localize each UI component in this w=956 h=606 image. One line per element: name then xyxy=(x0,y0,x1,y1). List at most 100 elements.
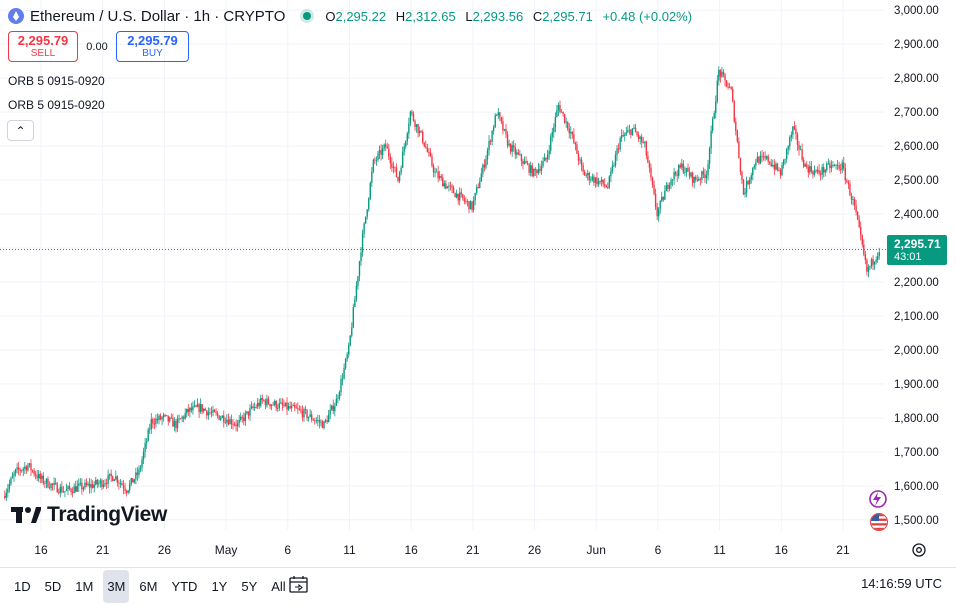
candle-body xyxy=(759,155,762,164)
range-button-5y[interactable]: 5Y xyxy=(241,578,258,594)
market-status-dot[interactable] xyxy=(303,12,312,20)
candle-body xyxy=(594,177,597,183)
candle-body xyxy=(847,182,850,184)
us-flag-icon[interactable] xyxy=(870,513,888,531)
candle-body xyxy=(332,405,334,412)
candle-body xyxy=(42,475,45,484)
range-button-1d[interactable]: 1D xyxy=(14,578,31,594)
candle-body xyxy=(448,185,450,187)
candle-body xyxy=(182,416,185,419)
candle-body xyxy=(102,484,105,487)
candle-body xyxy=(54,482,57,484)
candle-body xyxy=(671,179,674,181)
candle-body xyxy=(263,399,265,401)
candle-body xyxy=(289,405,291,409)
candle-body xyxy=(545,157,547,160)
indicator-legend-1[interactable]: ORB 5 0915-0920 xyxy=(8,74,105,88)
indicator-legend-2[interactable]: ORB 5 0915-0920 xyxy=(8,98,105,112)
candle-body xyxy=(150,419,152,430)
candle-body xyxy=(602,179,604,185)
candle-body xyxy=(33,470,35,475)
candle-body xyxy=(128,483,131,491)
candle-body xyxy=(727,86,729,88)
candle-body xyxy=(455,193,458,198)
candle-body xyxy=(728,87,731,89)
candle-body xyxy=(514,147,516,155)
candle-body xyxy=(662,196,665,200)
lightning-icon[interactable] xyxy=(866,489,888,509)
candle-body xyxy=(437,171,439,179)
range-button-6m[interactable]: 6M xyxy=(139,578,158,594)
range-button-1y[interactable]: 1Y xyxy=(211,578,228,594)
candle-body xyxy=(34,474,37,476)
buy-button[interactable]: 2,295.79 BUY xyxy=(116,31,189,62)
date-range-icon[interactable] xyxy=(289,575,309,593)
candle-body xyxy=(869,266,871,268)
candle-body xyxy=(372,159,375,172)
sell-button[interactable]: 2,295.79 SELL xyxy=(8,31,78,62)
candle-body xyxy=(88,483,91,488)
candle-body xyxy=(440,176,442,178)
candle-body xyxy=(266,398,268,406)
candle-body xyxy=(76,485,78,492)
candle-body xyxy=(580,159,583,166)
candle-body xyxy=(375,159,378,161)
candle-body xyxy=(810,166,813,172)
candle-body xyxy=(573,134,575,143)
candle-body xyxy=(403,146,405,152)
candle-body xyxy=(651,177,654,185)
candle-body xyxy=(5,492,8,498)
candle-body xyxy=(277,408,279,409)
candle-body xyxy=(378,150,381,154)
range-button-3m[interactable]: 3M xyxy=(103,569,130,603)
candle-body xyxy=(166,415,168,416)
candle-body xyxy=(360,252,362,262)
candle-body xyxy=(152,419,154,424)
symbol-title[interactable]: Ethereum / U.S. Dollar · 1h · CRYPTO xyxy=(30,7,286,25)
candle-body xyxy=(502,121,504,131)
candle-body xyxy=(855,205,857,212)
range-button-all[interactable]: All xyxy=(271,578,286,594)
candle-body xyxy=(161,417,163,420)
candle-body xyxy=(169,417,171,422)
y-tick-label: 2,500.00 xyxy=(894,175,939,187)
bottom-toolbar: 1D 5D 1M 3M 6M YTD 1Y 5Y All xyxy=(0,567,956,603)
range-button-1m[interactable]: 1M xyxy=(75,578,94,594)
candle-body xyxy=(388,148,390,157)
candle-body xyxy=(801,149,803,160)
candle-body xyxy=(90,484,92,488)
candle-body xyxy=(622,135,624,136)
axis-settings-icon[interactable] xyxy=(911,542,927,558)
candle-body xyxy=(445,183,447,189)
candle-body xyxy=(462,194,464,199)
candle-body xyxy=(513,145,515,148)
x-tick-label: 16 xyxy=(404,543,418,557)
tradingview-wordmark: TradingView xyxy=(47,503,168,526)
candle-body xyxy=(301,410,304,418)
candle-body xyxy=(824,170,826,173)
candle-body xyxy=(542,161,544,166)
range-button-ytd[interactable]: YTD xyxy=(171,578,198,594)
candle-body xyxy=(206,410,208,416)
candle-body xyxy=(765,156,768,159)
tradingview-logo[interactable]: TradingView xyxy=(11,503,167,527)
candle-body xyxy=(778,170,780,171)
collapse-legend-button[interactable]: ⌃ xyxy=(7,120,34,141)
candle-body xyxy=(863,244,865,255)
candle-body xyxy=(159,415,162,420)
candle-body xyxy=(394,166,396,168)
candle-body xyxy=(178,418,180,420)
candle-body xyxy=(528,164,530,173)
candle-body xyxy=(401,151,404,168)
candle-body xyxy=(429,152,432,157)
candle-body xyxy=(832,165,834,166)
candle-body xyxy=(664,190,666,200)
utc-clock[interactable]: 14:16:59 UTC xyxy=(861,576,942,591)
candle-body xyxy=(136,472,139,475)
candle-body xyxy=(787,146,789,150)
candle-body xyxy=(184,413,186,419)
candle-body xyxy=(516,152,518,155)
candle-body xyxy=(619,138,621,150)
range-button-5d[interactable]: 5D xyxy=(44,578,62,594)
x-tick-label: 21 xyxy=(466,543,480,557)
